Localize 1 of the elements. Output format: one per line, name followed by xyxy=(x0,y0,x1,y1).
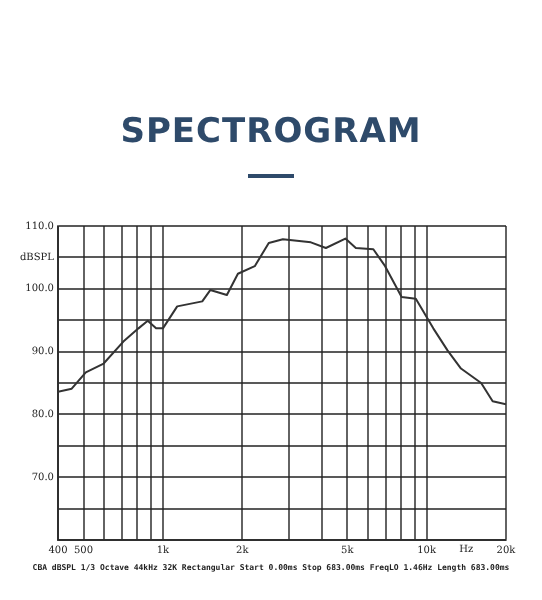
chart-title: SPECTROGRAM xyxy=(118,112,424,152)
